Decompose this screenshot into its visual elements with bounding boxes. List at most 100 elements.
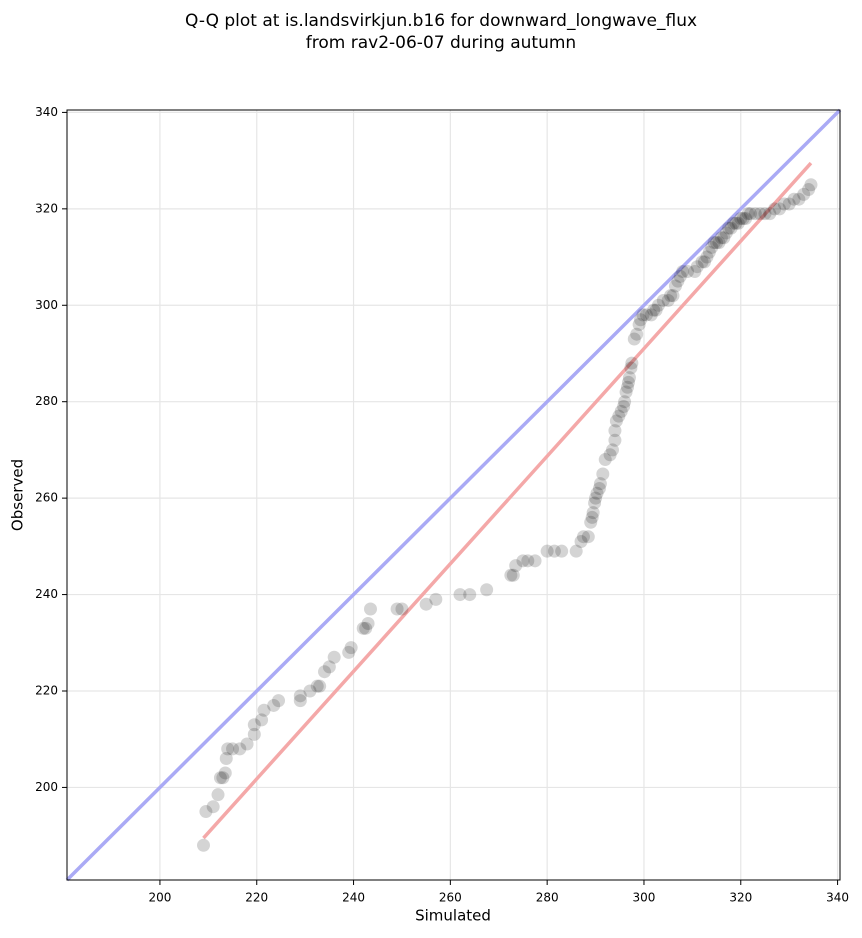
point <box>792 192 806 206</box>
point <box>199 805 213 819</box>
point <box>310 679 324 693</box>
point <box>717 231 731 245</box>
point <box>586 506 600 520</box>
point <box>584 515 598 529</box>
point <box>727 216 741 230</box>
point <box>569 544 583 558</box>
point <box>540 544 554 558</box>
y-axis-label: Observed <box>9 459 27 531</box>
point <box>777 197 791 211</box>
point <box>327 650 341 664</box>
point <box>624 361 638 375</box>
point <box>516 554 530 568</box>
point <box>739 211 753 225</box>
point <box>509 559 523 573</box>
point <box>318 665 332 679</box>
point <box>506 568 520 582</box>
point <box>429 592 443 606</box>
point <box>804 178 818 192</box>
point <box>731 216 745 230</box>
point <box>463 588 477 602</box>
point <box>621 375 635 389</box>
x-tick-label: 240 <box>342 891 365 905</box>
point <box>702 245 716 259</box>
point <box>257 703 271 717</box>
point <box>547 544 561 558</box>
x-axis-label: Simulated <box>415 907 491 925</box>
point <box>614 404 628 418</box>
point <box>390 602 404 616</box>
point <box>598 453 612 467</box>
point <box>632 318 646 332</box>
point <box>649 303 663 317</box>
point <box>603 448 617 462</box>
point <box>741 207 755 221</box>
point <box>528 554 542 568</box>
point <box>688 265 702 279</box>
point <box>695 255 709 269</box>
point <box>606 443 620 457</box>
point <box>293 689 307 703</box>
point <box>676 265 690 279</box>
point <box>753 207 767 221</box>
point <box>356 621 370 635</box>
point <box>322 660 336 674</box>
point <box>395 602 409 616</box>
point <box>342 645 356 659</box>
point <box>361 616 375 630</box>
point <box>712 236 726 250</box>
identity-line <box>65 108 842 882</box>
point <box>592 481 606 495</box>
point <box>218 766 232 780</box>
point <box>504 568 518 582</box>
point <box>593 477 607 491</box>
y-tick-label: 200 <box>35 780 58 794</box>
point <box>293 694 307 708</box>
point <box>664 289 678 303</box>
y-tick-label: 300 <box>35 298 58 312</box>
x-tick-label: 280 <box>536 891 559 905</box>
y-tick-label: 340 <box>35 105 58 119</box>
point <box>797 187 811 201</box>
chart-subtitle: from rav2-06-07 during autumn <box>306 33 576 53</box>
point <box>782 197 796 211</box>
point <box>609 414 623 428</box>
point <box>644 308 658 322</box>
point <box>772 202 786 216</box>
point <box>697 255 711 269</box>
y-tick-label: 280 <box>35 394 58 408</box>
point <box>359 621 373 635</box>
point <box>787 192 801 206</box>
point <box>802 183 816 197</box>
point <box>724 221 738 235</box>
x-tick-label: 340 <box>826 891 849 905</box>
point <box>636 308 650 322</box>
point <box>625 356 639 370</box>
point <box>216 771 230 785</box>
point <box>647 303 661 317</box>
point <box>661 293 675 307</box>
point <box>419 597 433 611</box>
point <box>656 293 670 307</box>
point <box>621 380 635 394</box>
point <box>206 800 220 814</box>
plot-frame <box>66 109 841 881</box>
point <box>585 510 599 524</box>
point <box>196 838 210 852</box>
point <box>619 385 633 399</box>
point <box>634 313 648 327</box>
point <box>768 202 782 216</box>
x-tick-label: 320 <box>729 891 752 905</box>
point <box>668 279 682 293</box>
point <box>581 530 595 544</box>
chart-title: Q-Q plot at is.landsvirkjun.b16 for down… <box>185 11 697 31</box>
point <box>617 400 631 414</box>
point <box>589 491 603 505</box>
point <box>240 737 254 751</box>
point <box>226 742 240 756</box>
point <box>313 679 327 693</box>
point <box>521 554 535 568</box>
point <box>233 742 247 756</box>
point <box>630 327 644 341</box>
